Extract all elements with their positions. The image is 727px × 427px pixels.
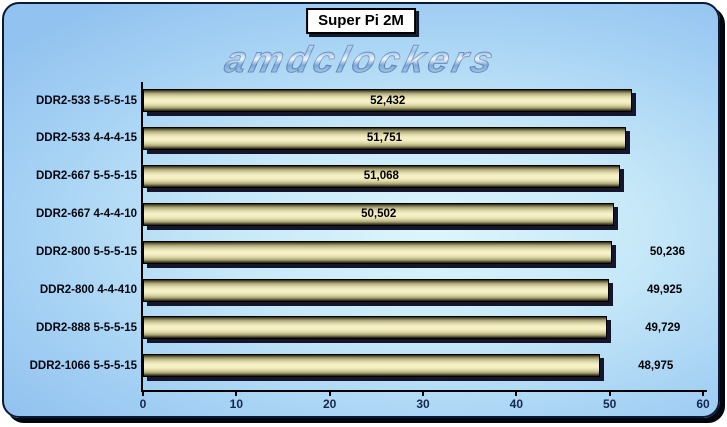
chart-title: Super Pi 2M xyxy=(306,8,416,34)
x-axis-tick xyxy=(235,392,238,396)
category-label: DDR2-1066 5-5-5-15 xyxy=(29,359,137,372)
value-label: 50,236 xyxy=(649,246,686,259)
category-label: DDR2-888 5-5-5-15 xyxy=(36,321,137,334)
value-label: 51,751 xyxy=(366,132,403,145)
value-label: 48,975 xyxy=(638,359,674,372)
watermark-logo: amdclockers xyxy=(220,39,502,81)
value-label: 49,729 xyxy=(645,321,681,334)
x-axis-tick-label: 30 xyxy=(416,397,430,411)
category-label: DDR2-533 4-4-4-15 xyxy=(36,132,137,145)
x-axis-tick xyxy=(515,392,518,396)
category-label: DDR2-667 4-4-4-10 xyxy=(36,208,137,221)
x-axis-line xyxy=(141,390,707,392)
bar: 52,432 xyxy=(143,89,633,112)
bar: 50,502 xyxy=(143,202,615,226)
x-axis-tick xyxy=(142,392,144,396)
x-axis-tick xyxy=(328,392,331,396)
value-label: 50,502 xyxy=(361,208,397,221)
bar xyxy=(143,240,612,264)
bar xyxy=(143,278,609,302)
x-axis-tick-label: 60 xyxy=(696,397,710,411)
x-axis-tick-label: 20 xyxy=(322,397,337,411)
x-axis-tick-label: 0 xyxy=(139,397,147,411)
bar: 51,751 xyxy=(143,126,626,150)
value-label: 52,432 xyxy=(370,94,406,107)
category-label: DDR2-800 4-4-410 xyxy=(39,284,137,296)
category-label: DDR2-667 5-5-5-15 xyxy=(36,170,137,183)
x-axis-tick xyxy=(422,392,424,396)
value-label: 49,925 xyxy=(646,284,683,296)
bar-chart-panel: Super Pi 2M amdclockers DDR2-533 5-5-5-1… xyxy=(2,2,720,418)
x-axis-tick-label: 10 xyxy=(229,397,243,411)
x-axis-tick xyxy=(702,392,704,396)
y-axis-line xyxy=(141,82,143,392)
x-axis-tick-label: 40 xyxy=(509,397,523,411)
bar: 51,068 xyxy=(143,164,620,188)
category-label: DDR2-800 5-5-5-15 xyxy=(36,246,137,259)
bar xyxy=(143,354,601,378)
value-label: 51,068 xyxy=(363,170,399,183)
category-label: DDR2-533 5-5-5-15 xyxy=(36,94,137,107)
bar xyxy=(143,316,608,340)
x-axis-tick xyxy=(608,392,611,396)
x-axis-tick-label: 50 xyxy=(602,397,617,411)
